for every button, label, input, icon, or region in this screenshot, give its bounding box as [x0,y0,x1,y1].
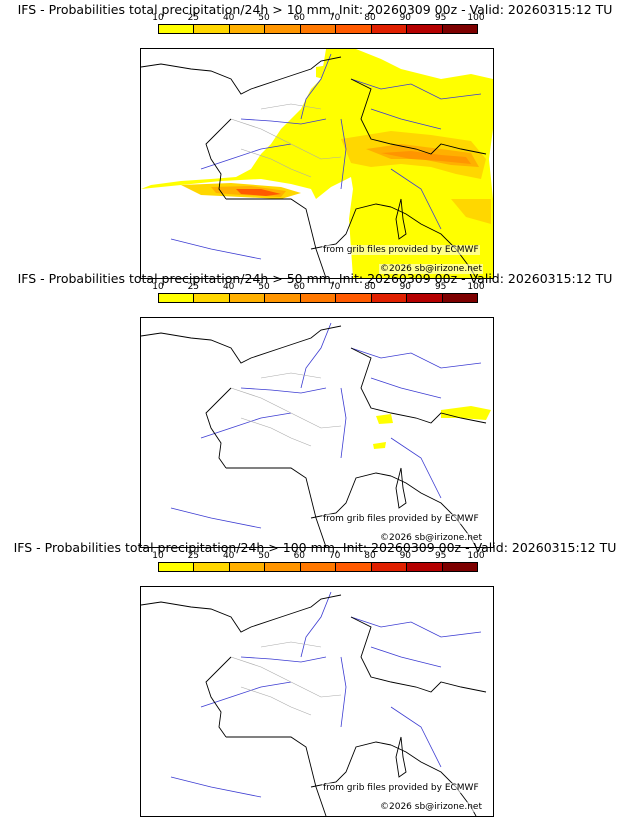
panel-100mm: IFS - Probabilities total precipitation/… [0,538,630,817]
map-100mm: from grib files provided by ECMWF ©2026 … [140,586,494,817]
tick-label: 80 [364,13,376,23]
colorbar-segment [336,563,372,571]
colorbar-segment [407,25,443,33]
coastline [141,594,487,816]
tick-label: 10 [152,282,164,292]
colorbar-ticks: 10 25 40 50 60 70 80 90 95 100 [152,282,484,294]
colorbar-segment [442,563,477,571]
colorbar-segment [442,294,477,302]
rivers [170,322,482,529]
colorbar-segment [194,294,230,302]
rivers [170,591,482,798]
borders [230,103,342,178]
tick-label: 70 [328,282,341,292]
source-credit: from grib files provided by ECMWF [322,783,480,793]
colorbar-segment [336,294,372,302]
colorbar-segment [159,25,195,33]
map-10mm: from grib files provided by ECMWF ©2026 … [140,48,494,279]
panel-title: IFS - Probabilities total precipitation/… [17,2,613,17]
tick-label: 40 [222,13,235,23]
tick-label: 50 [258,282,270,292]
tick-label: 95 [434,551,447,561]
colorbar-segment [407,563,443,571]
coastline [141,56,487,278]
colorbar-segment [194,563,230,571]
tick-label: 95 [434,282,447,292]
panel-10mm: IFS - Probabilities total precipitation/… [0,0,630,279]
tick-label: 100 [467,551,485,561]
tick-label: 60 [293,282,306,292]
tick-label: 90 [399,282,412,292]
tick-label: 25 [187,282,200,292]
panel-title: IFS - Probabilities total precipitation/… [13,540,617,555]
source-credit: from grib files provided by ECMWF [322,245,480,255]
colorbar-segment [229,25,266,33]
source-credit: from grib files provided by ECMWF [322,514,480,524]
tick-label: 40 [222,282,235,292]
colorbar-segment [300,294,337,302]
rivers [170,53,482,260]
tick-label: 100 [467,282,485,292]
colorbar-segment [265,25,301,33]
map-50mm: from grib files provided by ECMWF ©2026 … [140,317,494,548]
colorbar-segment [194,25,230,33]
tick-label: 90 [399,551,412,561]
tick-label: 70 [328,551,341,561]
copyright: ©2026 sb@irizone.net [379,533,483,543]
colorbar [158,24,478,34]
colorbar-segment [407,294,443,302]
colorbar-segment [229,563,266,571]
tick-label: 70 [328,13,341,23]
colorbar-ticks: 10 25 40 50 60 70 80 90 95 100 [152,551,484,563]
colorbar [158,293,478,303]
colorbar-segment [159,563,195,571]
precip-field [141,49,493,278]
tick-label: 50 [258,551,270,561]
panel-title: IFS - Probabilities total precipitation/… [17,271,613,286]
colorbar-segment [442,25,477,33]
tick-label: 50 [258,13,270,23]
tick-label: 90 [399,13,412,23]
tick-label: 40 [222,551,235,561]
colorbar-segment [159,294,195,302]
colorbar-segment [300,25,337,33]
tick-label: 60 [293,551,306,561]
precip-field [373,406,491,449]
panel-50mm: IFS - Probabilities total precipitation/… [0,269,630,548]
colorbar-segment [336,25,372,33]
colorbar-segment [371,563,408,571]
copyright: ©2026 sb@irizone.net [379,264,483,274]
colorbar [158,562,478,572]
tick-label: 95 [434,13,447,23]
borders [230,641,342,716]
colorbar-segment [265,563,301,571]
tick-label: 100 [467,13,485,23]
colorbar-segment [300,563,337,571]
tick-label: 80 [364,282,376,292]
tick-label: 80 [364,551,376,561]
colorbar-segment [229,294,266,302]
colorbar-segment [371,25,408,33]
colorbar-segment [265,294,301,302]
tick-label: 25 [187,13,200,23]
colorbar-segment [371,294,408,302]
tick-label: 10 [152,551,164,561]
borders [230,372,342,447]
tick-label: 25 [187,551,200,561]
copyright: ©2026 sb@irizone.net [379,802,483,812]
tick-label: 60 [293,13,306,23]
tick-label: 10 [152,13,164,23]
colorbar-ticks: 10 25 40 50 60 70 80 90 95 100 [152,13,484,25]
